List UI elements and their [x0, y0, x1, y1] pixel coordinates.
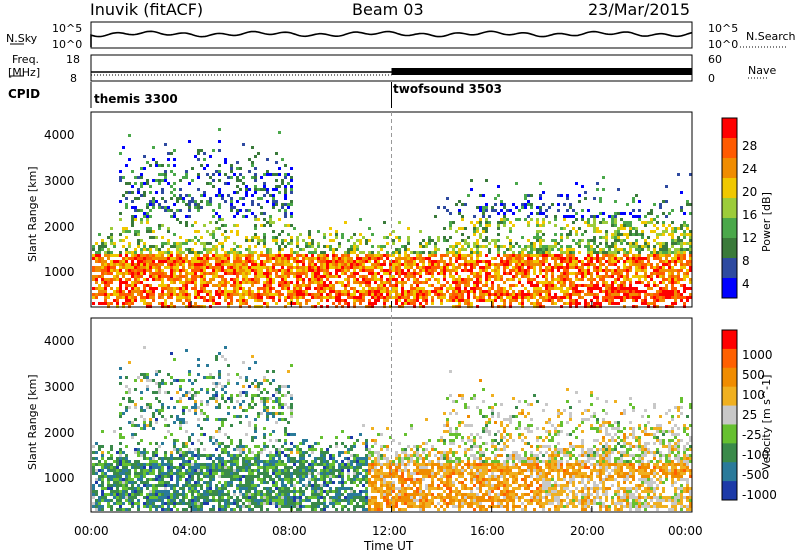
velocity-cbtick-1000: 1000	[742, 348, 773, 362]
power-colorbar-swatch	[722, 278, 737, 299]
power-colorbar-swatch	[722, 198, 737, 219]
nsearch-tick-bottom: 10^0	[708, 38, 739, 51]
power-cbtick-20: 20	[742, 185, 758, 199]
xtick-2: 08:00	[272, 524, 307, 538]
velocity-colorbar-swatch	[722, 443, 737, 463]
freq-tick-bottom: 8	[70, 72, 77, 85]
power-cbtick-12: 12	[742, 231, 758, 245]
velocity-colorbar-swatch	[722, 330, 737, 350]
power-heatmap	[92, 128, 692, 308]
velocity-colorbar-frame	[721, 329, 738, 501]
nsky-line	[90, 30, 693, 47]
cpid-mode-1: themis 3300	[94, 92, 178, 106]
velocity-colorbar-swatch	[722, 462, 737, 482]
nsky-tick-bottom: 10^0	[52, 38, 83, 51]
nave-tick-top: 60	[708, 53, 722, 66]
nsky-panel-frame	[90, 21, 693, 49]
xaxis-label: Time UT	[364, 539, 414, 553]
velocity-ytick-4000: 4000	[44, 334, 75, 348]
xtick-0: 00:00	[74, 524, 109, 538]
power-cbtick-28: 28	[742, 139, 758, 153]
velocity-cbtick-500: 500	[742, 368, 765, 382]
velocity-colorbar-swatch	[722, 367, 737, 388]
power-ytick-2000: 2000	[44, 220, 75, 234]
nave-tick-bottom: 0	[708, 72, 715, 85]
velocity-cbtick-m500: -500	[742, 468, 770, 482]
power-colorbar-swatch	[722, 118, 737, 139]
cpid-mode-2: twofsound 3503	[393, 82, 502, 96]
power-cbtick-16: 16	[742, 208, 758, 222]
xtick-5: 20:00	[570, 524, 605, 538]
xtick-1: 04:00	[172, 524, 207, 538]
power-ytick-4000: 4000	[44, 128, 75, 142]
velocity-heatmap	[92, 346, 692, 511]
nave-band	[391, 68, 692, 75]
power-cbtick-8: 8	[742, 254, 750, 268]
power-colorbar-swatch	[722, 158, 737, 179]
station-title: Inuvik (fitACF)	[90, 0, 204, 19]
velocity-cbtick-m1000: -1000	[742, 488, 777, 502]
date-title: 23/Mar/2015	[588, 0, 691, 19]
power-cbtick-4: 4	[742, 277, 750, 291]
power-colorbar-frame	[721, 117, 738, 299]
velocity-colorbar-swatch	[722, 424, 737, 444]
power-colorbar-swatch	[722, 138, 737, 159]
velocity-cbtick-25: 25	[742, 408, 758, 422]
xtick-6: 00:00	[668, 524, 703, 538]
cpid-label: CPID	[8, 87, 41, 101]
nave-label: Nave	[748, 64, 777, 77]
velocity-colorbar-swatch	[722, 386, 737, 407]
power-colorbar-swatch	[722, 258, 737, 279]
velocity-ytick-2000: 2000	[44, 426, 75, 440]
velocity-cbtick-100: 100	[742, 388, 765, 402]
velocity-colorbar-swatch	[722, 481, 737, 501]
freq-label: Freq.	[12, 53, 40, 66]
velocity-colorbar-swatch	[722, 348, 737, 369]
velocity-colorbar-swatch	[722, 405, 737, 425]
nsky-label: N.Sky	[6, 32, 38, 45]
velocity-ytick-3000: 3000	[44, 380, 75, 394]
nsearch-tick-top: 10^5	[708, 22, 739, 35]
beam-title: Beam 03	[352, 0, 424, 19]
power-colorbar-swatch	[722, 218, 737, 239]
power-colorbar-swatch	[722, 178, 737, 199]
xtick-3: 12:00	[372, 524, 407, 538]
velocity-cbtick-m25: -25	[742, 428, 762, 442]
xtick-4: 16:00	[470, 524, 505, 538]
velocity-cbtick-m100: -100	[742, 448, 770, 462]
nsky-tick-top: 10^5	[52, 22, 83, 35]
power-ytick-3000: 3000	[44, 174, 75, 188]
power-colorbar-swatch	[722, 238, 737, 259]
nsearch-label: N.Search	[746, 30, 796, 43]
velocity-ytick-1000: 1000	[44, 471, 75, 485]
power-ytick-1000: 1000	[44, 265, 75, 279]
freq-tick-top: 18	[66, 53, 80, 66]
power-cbtick-24: 24	[742, 162, 758, 176]
